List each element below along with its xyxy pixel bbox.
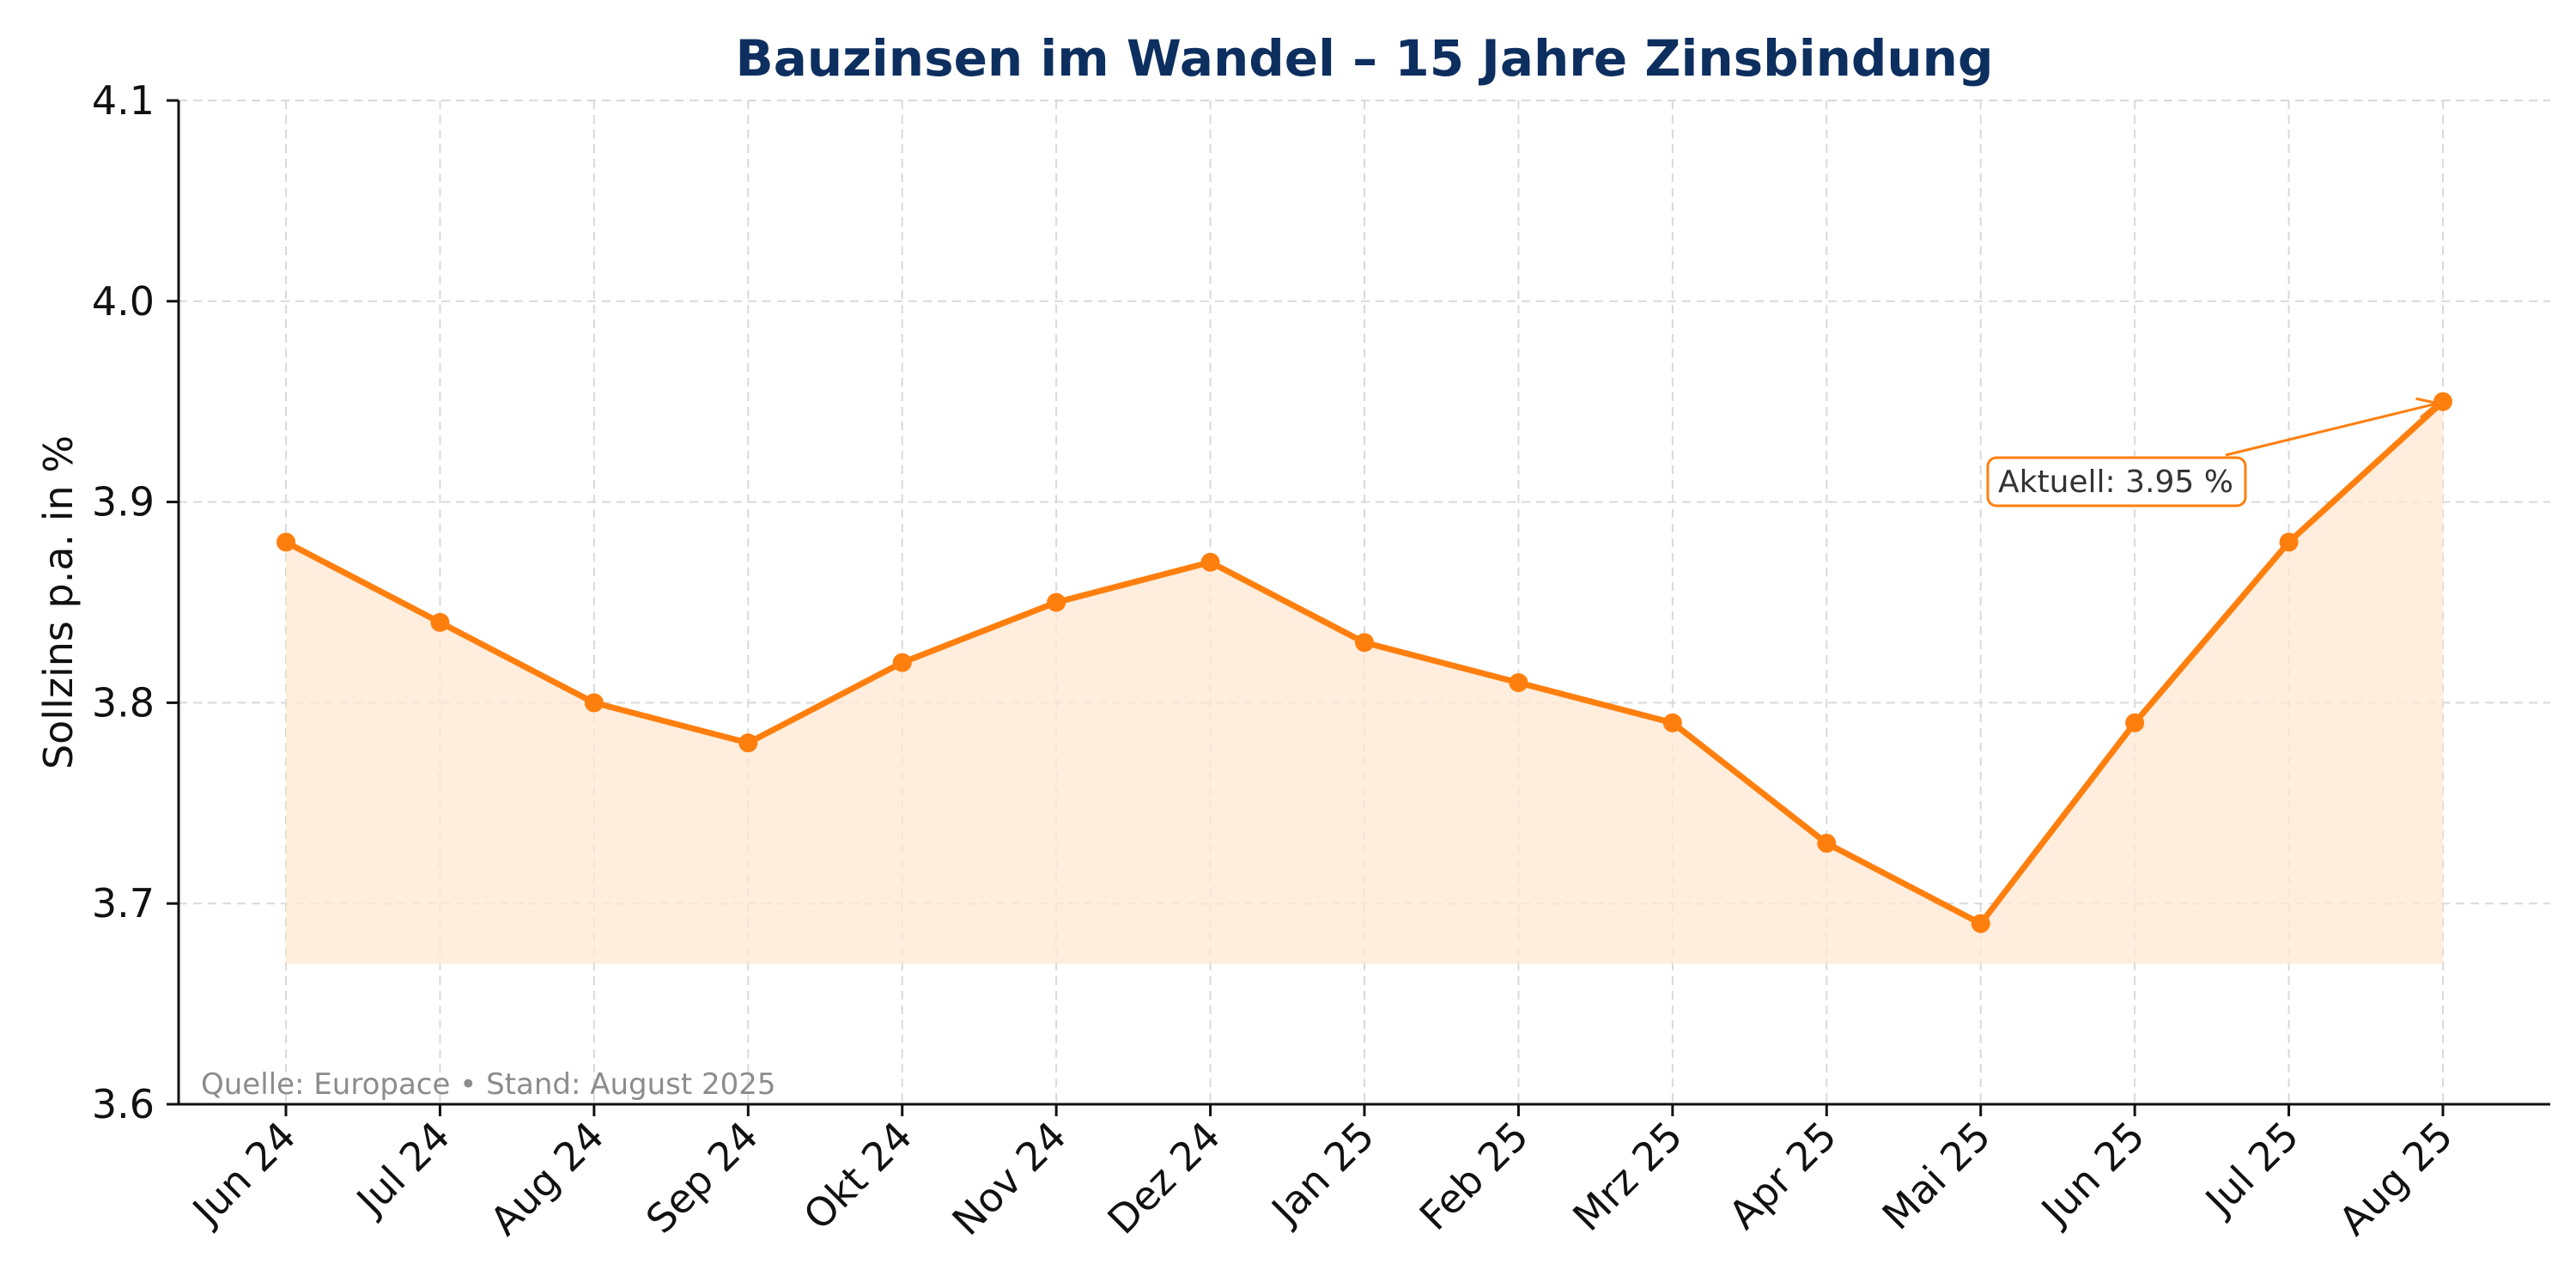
- x-tick-label: Jun 24: [182, 1113, 305, 1236]
- data-point: [1817, 834, 1837, 854]
- data-point: [1047, 592, 1066, 612]
- annotation-label: Aktuell: 3.95 %: [1998, 465, 2233, 500]
- y-axis-label: Sollzins p.a. in %: [35, 435, 82, 769]
- data-point: [2125, 713, 2145, 732]
- x-tick-labels: Jun 24 Jul 24 Aug 24 Sep 24 Okt 24 Nov 24 Dez …: [182, 1104, 2462, 1244]
- y-tick-label: 3.8: [92, 679, 155, 726]
- area-fill-layer: [286, 401, 2443, 964]
- data-point: [1355, 633, 1374, 653]
- data-points-layer: [276, 392, 2452, 933]
- data-point: [738, 733, 758, 753]
- data-point: [1200, 552, 1220, 572]
- y-tick-labels: 3.6 3.7 3.8 3.9 4.0 4.1: [92, 77, 179, 1127]
- y-tick-label: 3.7: [92, 880, 155, 927]
- annotation-arrow: [2225, 402, 2439, 457]
- x-tick-label: Okt 24: [794, 1113, 920, 1239]
- annotation-arrowhead: [2415, 397, 2441, 419]
- data-point: [276, 532, 295, 552]
- data-point: [1971, 914, 1990, 933]
- annotation-layer: Aktuell: 3.95 %: [1986, 397, 2441, 507]
- y-tick-label: 4.0: [92, 278, 155, 325]
- data-point: [2433, 392, 2452, 411]
- x-tick-label: Jul 25: [2195, 1113, 2307, 1225]
- x-tick-label: Apr 25: [1720, 1113, 1845, 1238]
- data-point: [1509, 673, 1528, 693]
- data-point: [584, 693, 604, 713]
- y-tick-label: 3.9: [92, 479, 155, 526]
- data-point: [430, 612, 450, 632]
- x-tick-label: Dez 24: [1098, 1113, 1229, 1243]
- data-point: [892, 653, 912, 672]
- y-tick-label: 3.6: [92, 1081, 155, 1127]
- x-tick-label: Mrz 25: [1564, 1113, 1691, 1240]
- annotation-box: [1986, 456, 2247, 507]
- data-point: [2279, 532, 2299, 552]
- x-tick-label: Jun 25: [2031, 1113, 2154, 1236]
- x-tick-label: Jan 25: [1261, 1113, 1383, 1235]
- x-tick-label: Mai 25: [1874, 1113, 2000, 1239]
- y-tick-label: 4.1: [92, 77, 155, 124]
- chart-title: Bauzinsen im Wandel – 15 Jahre Zinsbindu…: [736, 29, 1994, 88]
- source-note: Quelle: Europace • Stand: August 2025: [201, 1067, 776, 1102]
- x-tick-label: Sep 24: [637, 1113, 767, 1242]
- x-tick-label: Jul 24: [346, 1113, 459, 1225]
- x-tick-label: Feb 25: [1411, 1113, 1538, 1240]
- x-tick-label: Aug 24: [481, 1113, 612, 1244]
- x-tick-label: Aug 25: [2330, 1113, 2461, 1244]
- area-fill: [286, 401, 2443, 964]
- data-point: [1662, 713, 1682, 732]
- x-tick-label: Nov 24: [944, 1113, 1075, 1244]
